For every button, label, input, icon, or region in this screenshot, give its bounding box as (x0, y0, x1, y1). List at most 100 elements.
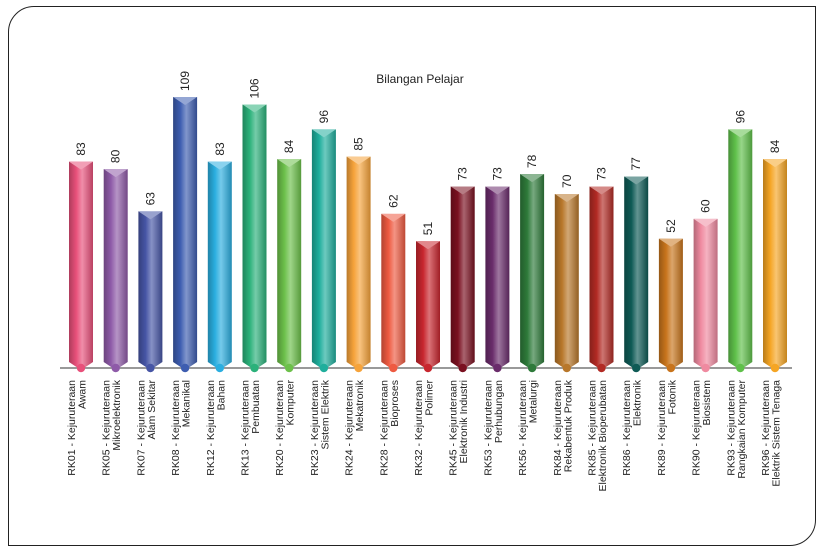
axis-marker-8 (319, 363, 329, 373)
category-label-3: RK07 - KejuruteraanAlam Sekitar (135, 380, 158, 476)
value-label-14: 78 (525, 154, 539, 168)
bar-cap-11 (416, 241, 440, 250)
bar-cap-8 (311, 129, 336, 138)
value-label-5: 83 (213, 142, 227, 156)
axis-marker-10 (389, 363, 398, 373)
category-label-line: RK13 - Kejuruteraan (240, 380, 252, 476)
bar-13 (485, 186, 510, 370)
bar-8 (311, 129, 336, 370)
bar-16 (589, 186, 614, 370)
category-label-line: Fotonik (666, 379, 678, 414)
category-label-line: Perhubungan (493, 380, 505, 443)
value-label-21: 84 (768, 139, 782, 153)
category-label-line: Polimer (424, 379, 436, 415)
category-label-line: RK05 - Kejuruteraan (101, 380, 113, 476)
category-label-2: RK05 - KejuruteraanMikroelektronik (101, 379, 124, 475)
axis-marker-3 (146, 363, 155, 373)
axis-marker-12 (458, 363, 467, 373)
category-label-10: RK28 - KejuruteraanBioproses (378, 380, 401, 476)
category-label-1: RK01 - KejuruteraanAwam (66, 380, 89, 476)
category-label-line: RK93 - Kejuruteraan (725, 380, 737, 476)
value-label-20: 96 (733, 110, 747, 124)
axis-marker-6 (250, 363, 259, 373)
value-label-4: 109 (178, 71, 192, 91)
bar-10 (381, 213, 406, 370)
bar-cap-5 (207, 161, 232, 170)
category-label-line: RK53 - Kejuruteraan (482, 380, 494, 476)
axis-marker-4 (180, 363, 190, 373)
value-label-7: 84 (282, 139, 296, 153)
bar-cap-21 (763, 159, 787, 168)
category-label-line: RK85 - Kejuruteraan (587, 380, 599, 476)
category-label-14: RK56 - KejuruteraanMetalurgi (517, 380, 540, 476)
axis-marker-5 (215, 363, 224, 373)
axis-marker-7 (285, 363, 294, 373)
bar-20 (728, 129, 753, 370)
value-label-16: 73 (595, 167, 609, 181)
category-label-line: RK24 - Kejuruteraan (344, 380, 356, 476)
axis-marker-16 (597, 363, 606, 373)
category-label-line: Bahan (215, 380, 227, 411)
category-label-13: RK53 - KejuruteraanPerhubungan (482, 380, 505, 476)
category-label-line: RK08 - Kejuruteraan (170, 380, 182, 476)
bar-3 (138, 211, 163, 370)
value-label-15: 70 (560, 174, 574, 188)
bar-12 (450, 186, 475, 370)
category-label-20: RK93 - KejuruteraanRangkaian Komputer (725, 380, 748, 479)
bar-7 (277, 159, 302, 370)
value-label-9: 85 (352, 137, 366, 151)
bar-cap-20 (728, 129, 753, 138)
value-label-11: 51 (421, 222, 435, 236)
category-label-17: RK86 - KejuruteraanElektronik (621, 379, 644, 475)
category-label-line: Alam Sekitar (146, 380, 158, 440)
bar-14 (520, 174, 545, 370)
bar-2 (103, 169, 128, 370)
category-label-8: RK23 - KejuruteraanSistem Elektrik (309, 379, 332, 475)
bar-cap-7 (277, 159, 302, 168)
value-label-17: 77 (629, 157, 643, 171)
category-label-4: RK08 - KejuruteraanMekanikal (170, 380, 193, 476)
value-label-6: 106 (248, 78, 262, 98)
value-label-1: 83 (74, 142, 88, 156)
category-label-line: RK20 - Kejuruteraan (274, 380, 286, 476)
bar-cap-17 (624, 176, 649, 185)
category-label-line: Mikroelektronik (111, 379, 123, 450)
bar-1 (69, 161, 93, 370)
category-label-18: RK89 - KejuruteraanFotonik (656, 379, 679, 475)
category-label-line: RK45 - Kejuruteraan (448, 380, 460, 476)
bar-cap-3 (138, 211, 163, 220)
bar-cap-18 (658, 238, 683, 247)
value-label-13: 73 (490, 167, 504, 181)
category-label-6: RK13 - KejuruteraanPembuatan (240, 380, 263, 476)
bar-cap-14 (520, 174, 545, 183)
bar-18 (658, 238, 683, 370)
bar-cap-13 (485, 186, 510, 195)
bar-6 (242, 104, 267, 371)
category-label-19: RK90 - KejuruteraanBiosistem (691, 380, 714, 476)
axis-marker-19 (701, 363, 710, 373)
axis-marker-18 (666, 363, 676, 373)
bar-cap-2 (103, 169, 128, 178)
chart-title: Bilangan Pelajar (376, 72, 463, 86)
category-label-line: RK84 - Kejuruteraan (552, 380, 564, 476)
category-label-line: Awam (77, 380, 89, 409)
bar-cap-10 (381, 213, 406, 222)
category-label-line: RK89 - Kejuruteraan (656, 380, 668, 476)
bar-cap-19 (693, 218, 718, 227)
category-label-line: Elektronik Industri (458, 380, 470, 463)
category-label-line: Rekabentuk Produk (562, 379, 574, 472)
value-label-12: 73 (456, 167, 470, 181)
category-label-line: Bioproses (389, 380, 401, 427)
category-label-7: RK20 - KejuruteraanKomputer (274, 380, 297, 476)
category-label-line: Mekatronik (354, 379, 366, 431)
axis-marker-21 (770, 363, 780, 373)
category-label-9: RK24 - KejuruteraanMekatronik (344, 379, 367, 475)
axis-marker-17 (632, 363, 641, 373)
category-label-15: RK84 - KejuruteraanRekabentuk Produk (552, 379, 575, 475)
bar-11 (416, 241, 440, 370)
axis-marker-13 (493, 363, 502, 373)
category-label-line: Metalurgi (528, 380, 540, 423)
axis-marker-11 (423, 363, 433, 373)
category-label-line: RK12 - Kejuruteraan (205, 380, 217, 476)
category-label-line: RK28 - Kejuruteraan (378, 380, 390, 476)
